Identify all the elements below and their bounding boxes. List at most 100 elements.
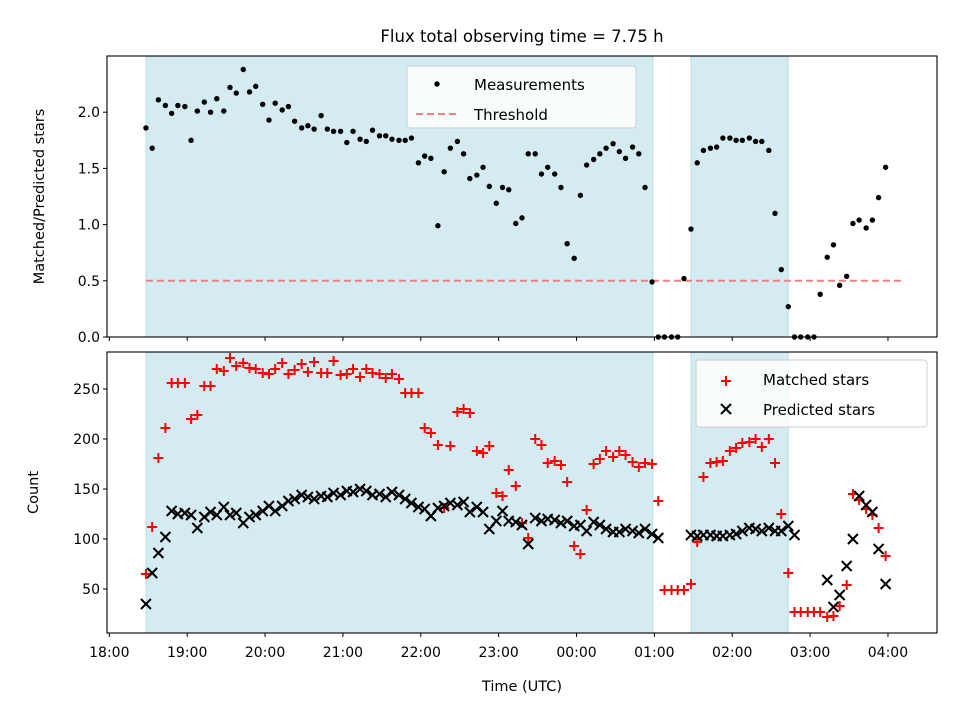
matched-point <box>192 410 203 420</box>
predicted-point <box>496 505 509 517</box>
cross-b <box>574 519 587 531</box>
predicted-point <box>412 501 425 513</box>
matched-point <box>750 434 761 444</box>
measurement-point <box>357 136 363 142</box>
matched-point <box>225 353 236 363</box>
predicted-point <box>788 529 801 541</box>
x-tick-label: 00:00 <box>556 645 596 661</box>
measurement-point <box>344 139 350 146</box>
measurement-point <box>369 127 376 133</box>
matched-point <box>569 541 580 551</box>
matched-point <box>503 465 514 475</box>
predicted-point <box>749 523 762 535</box>
cross-b <box>775 525 787 537</box>
cross-b <box>639 523 651 535</box>
predicted-point <box>840 560 853 572</box>
measurement-point <box>564 241 570 247</box>
measurement-point <box>759 138 765 145</box>
y-tick-label: 0.0 <box>78 330 100 346</box>
matched-point <box>419 423 430 433</box>
cross-b <box>269 505 281 517</box>
x-tick-label: 19:00 <box>167 645 207 661</box>
predicted-point <box>159 531 172 543</box>
predicted-point <box>327 487 340 499</box>
cross-b <box>619 523 632 535</box>
measurement-point <box>766 147 772 154</box>
predicted-point <box>191 522 204 534</box>
matched-point <box>289 365 300 375</box>
predicted-point <box>302 491 314 503</box>
cross-b <box>405 497 418 509</box>
measurement-point <box>363 138 369 145</box>
cross-b <box>477 506 489 518</box>
matched-point <box>270 364 281 374</box>
cross-b <box>288 493 301 505</box>
matched-point <box>445 441 456 451</box>
cross-b <box>204 506 217 518</box>
measurement-point <box>447 145 454 151</box>
matched-point <box>413 388 424 398</box>
matched-point <box>594 454 605 464</box>
matched-point <box>380 373 391 383</box>
x-tick-label: 02:00 <box>712 645 752 661</box>
predicted-point <box>522 538 534 550</box>
predicted-point <box>872 543 885 555</box>
measurement-point <box>590 156 597 163</box>
predicted-point <box>652 532 664 544</box>
cross-b <box>600 523 612 535</box>
matched-point <box>147 522 158 532</box>
matched-point <box>497 491 508 501</box>
legend-measurement-label: Measurements <box>474 76 585 94</box>
matched-point <box>620 450 631 460</box>
matched-point <box>322 368 333 378</box>
matched-point <box>717 456 728 466</box>
cross-b <box>860 499 872 511</box>
cross-b <box>152 547 165 559</box>
predicted-point <box>516 519 528 531</box>
measurement-point <box>597 151 603 157</box>
cross-b <box>840 560 853 572</box>
measurement-point <box>713 144 720 150</box>
measurement-point <box>272 100 278 106</box>
matched-point <box>250 364 261 374</box>
predicted-point <box>354 483 366 495</box>
cross-b <box>594 519 606 531</box>
measurement-point <box>454 138 461 145</box>
matched-point <box>744 437 755 447</box>
predicted-point <box>535 515 548 527</box>
predicted-point <box>334 489 347 501</box>
measurement-point <box>583 162 590 168</box>
matched-point <box>783 568 794 578</box>
cross-b <box>146 567 158 579</box>
matched-point <box>724 446 735 456</box>
predicted-point <box>879 578 892 590</box>
cross-b <box>282 495 295 507</box>
cross-b <box>471 501 483 513</box>
measurement-point <box>649 279 655 285</box>
measurement-point <box>727 135 733 141</box>
matched-point <box>432 440 443 450</box>
matched-point <box>770 458 781 468</box>
axes-frame-1 <box>106 351 938 634</box>
predicted-point <box>308 493 320 505</box>
matched-point <box>140 569 151 579</box>
cross-b <box>736 525 749 537</box>
predicted-point <box>218 501 230 513</box>
cross-b <box>555 517 567 529</box>
predicted-point <box>393 489 405 501</box>
legend-measurement-marker <box>434 81 440 87</box>
x-tick-label: 01:00 <box>634 645 674 661</box>
legend-predicted-marker <box>720 403 732 415</box>
measurement-point <box>603 145 609 151</box>
measurement-point <box>207 109 214 115</box>
measurement-point <box>298 125 305 131</box>
measurement-point <box>337 128 344 135</box>
measurement-point <box>194 108 201 114</box>
matched-point <box>348 364 359 374</box>
measurement-point <box>875 194 882 201</box>
matched-point <box>452 407 463 417</box>
matched-point <box>374 369 385 379</box>
measurement-point <box>739 137 746 143</box>
measurement-point <box>499 184 506 191</box>
measurement-point <box>493 200 500 206</box>
